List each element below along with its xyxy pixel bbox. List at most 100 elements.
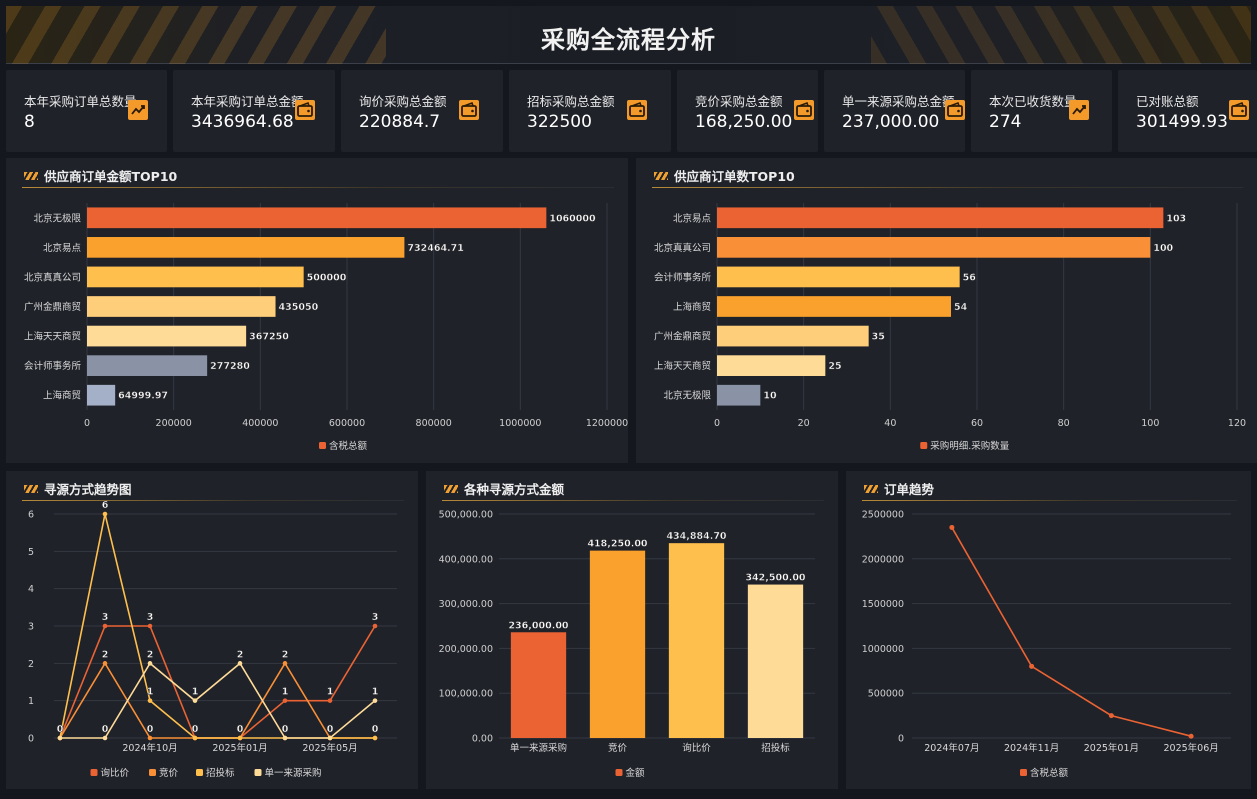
bar: [87, 296, 276, 317]
data-point: [372, 735, 378, 741]
y-tick-label: 500,000.00: [439, 510, 493, 521]
y-tick-label: 400,000.00: [439, 554, 493, 565]
y-tick-label: 5: [28, 547, 34, 558]
y-tick-label: 3: [28, 622, 34, 633]
series-line: [60, 662, 376, 739]
data-label: 1: [192, 687, 199, 698]
x-tick-label: 400000: [242, 418, 278, 429]
data-point: [102, 623, 108, 629]
data-point: [372, 698, 378, 703]
data-point: [192, 735, 198, 741]
kpi-value: 3436964.68: [191, 112, 294, 132]
value-label: 25: [828, 361, 841, 372]
data-label: 0: [102, 724, 109, 735]
x-tick-label: 2025年05月: [302, 742, 357, 754]
panel-title: 供应商订单数TOP10: [654, 166, 795, 185]
data-label: 0: [282, 724, 289, 735]
x-tick-label: 2024年07月: [924, 742, 979, 754]
value-label: 56: [963, 272, 977, 283]
bar: [717, 325, 869, 347]
data-point: [57, 735, 63, 741]
y-tick-label: 上海天天商贸: [654, 360, 711, 372]
data-point: [102, 511, 108, 517]
bar: [589, 550, 646, 738]
data-label: 0: [372, 724, 379, 735]
value-label: 103: [1166, 213, 1186, 224]
data-label: 0: [192, 724, 199, 735]
chart-title: 订单趋势: [884, 482, 935, 497]
legend-label: 竞价: [159, 767, 179, 779]
y-tick-label: 上海天天商贸: [24, 331, 81, 343]
value-label: 10: [763, 391, 777, 402]
bar: [87, 355, 208, 376]
kpi-label: 已对账总额: [1136, 94, 1199, 109]
x-tick-label: 竞价: [608, 742, 628, 754]
data-point: [192, 698, 198, 703]
kpi-card: 已对账总额 301499.93: [1118, 70, 1257, 152]
bar: [510, 632, 567, 738]
data-label: 0: [372, 724, 379, 735]
data-point: [372, 623, 378, 629]
bar: [717, 384, 761, 406]
bar: [87, 266, 304, 288]
data-point: [102, 735, 108, 741]
kpi-value: 301499.93: [1136, 112, 1228, 132]
panel-title: 订单趋势: [864, 479, 934, 498]
y-tick-label: 上海商贸: [43, 390, 81, 402]
value-label: 35: [872, 332, 885, 343]
y-tick-label: 100,000.00: [439, 689, 493, 700]
data-label: 3: [147, 612, 154, 623]
data-point: [1029, 663, 1035, 669]
value-label: 100: [1153, 243, 1173, 254]
x-tick-label: 0: [714, 418, 720, 429]
data-point: [147, 623, 153, 629]
legend-swatch: [615, 769, 623, 776]
bar: [87, 325, 247, 347]
x-tick-label: 600000: [329, 418, 365, 429]
data-label: 1: [372, 687, 379, 698]
y-tick-label: 北京真真公司: [654, 242, 711, 254]
x-tick-label: 120: [1228, 418, 1246, 429]
chart-title: 供应商订单数TOP10: [674, 169, 795, 184]
x-tick-label: 招投标: [761, 742, 790, 754]
data-label: 3: [102, 612, 109, 623]
bar: [717, 207, 1164, 229]
data-label: 0: [57, 724, 64, 735]
panel-title: 各种寻源方式金额: [444, 479, 564, 498]
data-label: 0: [147, 724, 154, 735]
x-tick-label: 80: [1058, 418, 1070, 429]
x-tick-label: 40: [884, 418, 896, 429]
bar: [87, 384, 116, 406]
data-label: 0: [237, 724, 244, 735]
title-divider: [652, 187, 1243, 188]
trend-icon: [128, 100, 148, 120]
title-mark-icon: [24, 171, 38, 180]
value-label: 434,884.70: [666, 531, 726, 542]
chart-title: 寻源方式趋势图: [44, 482, 132, 497]
x-tick-label: 20: [798, 418, 810, 429]
value-label: 435050: [279, 302, 319, 313]
page-title: 采购全流程分析: [541, 26, 716, 54]
header-banner: 采购全流程分析: [6, 6, 1251, 64]
chart-sourcing-amount: 0.00 100,000.00 200,000.00 300,000.00 400,00…: [439, 510, 815, 779]
bar: [87, 237, 405, 258]
y-tick-label: 北京无极限: [663, 390, 711, 402]
title-mark-icon: [864, 484, 878, 493]
x-tick-label: 0: [84, 418, 90, 429]
kpi-card: 竞价采购总金额 168,250.00: [677, 70, 818, 152]
y-tick-label: 0.00: [472, 734, 493, 745]
bar: [717, 237, 1151, 258]
y-tick-label: 北京易点: [43, 242, 82, 254]
kpi-value: 8: [24, 112, 35, 132]
x-tick-label: 2025年01月: [1084, 742, 1139, 754]
x-tick-label: 单一来源采购: [510, 742, 567, 754]
legend-label: 单一来源采购: [265, 767, 322, 779]
data-point: [147, 735, 153, 741]
x-tick-label: 2025年01月: [212, 742, 267, 754]
legend-label: 含税总额: [1030, 767, 1069, 779]
data-point: [327, 735, 333, 741]
kpi-value: 168,250.00: [695, 112, 793, 132]
data-label: 0: [57, 724, 64, 735]
kpi-card: 本次已收货数量 274: [971, 70, 1112, 152]
data-point: [282, 735, 288, 741]
